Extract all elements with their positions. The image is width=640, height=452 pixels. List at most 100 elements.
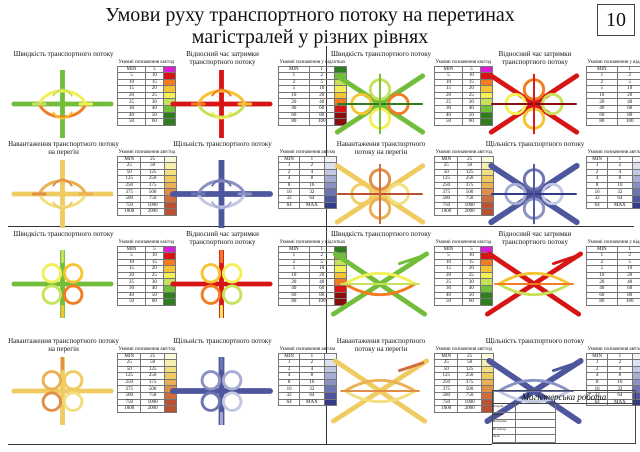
legend-from: 20	[116, 91, 147, 100]
legend-row: 40 60	[586, 285, 640, 293]
legend-header: Умовні позначення авт/км	[587, 150, 640, 155]
legend-from: 375	[433, 385, 459, 394]
legend-to: 8	[299, 175, 325, 183]
legend-load: Умовні позначення авт/год MIN 25 25 50 50 125 1…	[116, 150, 177, 216]
legend-from: MIN	[116, 352, 142, 361]
junction-map-diagonal	[484, 357, 584, 425]
ramp	[37, 89, 88, 105]
legend-row: MIN 25	[433, 155, 494, 164]
legend-swatch	[163, 405, 177, 413]
legend-to: 20	[462, 85, 481, 93]
legend-to: MAX	[299, 201, 325, 210]
legend-from: MIN	[585, 155, 609, 164]
legend-to: 1000	[140, 398, 165, 407]
legend-to: 32	[299, 385, 325, 394]
legend-from: 10	[116, 78, 147, 87]
legend-row: 60 80	[586, 291, 640, 300]
legend-load: Умовні позначення авт/год MIN 25 25 50 50 125 1…	[116, 347, 177, 413]
legend-header: Умовні позначення км/год	[435, 240, 492, 245]
legend-from: 60	[586, 111, 618, 120]
ramp	[37, 103, 88, 119]
legend-row: 125 250	[116, 372, 177, 380]
legend-from: MIN	[433, 65, 464, 74]
legend-to: 25	[140, 155, 165, 164]
legend-header: Умовні позначення авт/км	[279, 347, 336, 352]
legend-to: 30	[145, 278, 164, 287]
title-block-role: Консульт.	[493, 419, 516, 428]
legend-from: 64	[277, 398, 301, 407]
legend-from: 10	[278, 91, 310, 100]
legend-header: Умовні позначення у відсотках	[587, 240, 640, 245]
legend-from: 25	[433, 162, 459, 170]
legend-row: 1000 2000	[433, 208, 494, 216]
legend-to: 50	[462, 291, 481, 300]
legend-row: 10 20	[586, 271, 640, 280]
loop-ramp	[200, 263, 222, 284]
legend-row: MIN 1	[586, 65, 640, 74]
ramp	[344, 282, 416, 297]
legend-from: 40	[433, 291, 464, 300]
legend-header: Умовні позначення у відсотках	[587, 60, 640, 65]
legend-from: 500	[433, 195, 459, 203]
legend-from: 64	[277, 201, 301, 210]
legend-from: 30	[116, 105, 147, 113]
ramp	[210, 178, 233, 187]
legend-to: 15	[462, 78, 481, 87]
legend-to: 80	[616, 111, 640, 120]
legend-to: 30	[462, 278, 481, 287]
legend-to: 5	[616, 258, 640, 267]
legend-swatch	[631, 378, 640, 387]
legend-from: 40	[586, 285, 618, 293]
legend-to: 25	[462, 271, 481, 280]
legend-density: Умовні позначення авт/км MIN 1 1 2 2 4 4 8 8 16 16 3…	[585, 347, 640, 407]
legend-from: 750	[433, 398, 459, 407]
legend-row: 10 20	[586, 91, 640, 100]
legend-to: 4	[607, 365, 633, 374]
legend-header: Умовні позначення у відсотках	[279, 240, 346, 245]
legend-to: 8	[607, 175, 633, 183]
legend-to: 20	[462, 265, 481, 273]
legend-from: 125	[116, 175, 142, 183]
legend-from: MIN	[433, 245, 464, 254]
legend-to: 50	[140, 162, 165, 170]
junction-map-clover	[334, 163, 426, 225]
legend-to: 4	[607, 168, 633, 177]
legend-from: 60	[278, 291, 310, 300]
legend-to: 80	[616, 291, 640, 300]
title-block-name-cell	[515, 411, 556, 421]
legend-from: MIN	[277, 352, 301, 361]
legend-row: 20 25	[116, 91, 176, 100]
legend-row: 750 1000	[116, 398, 177, 407]
legend-from: 32	[277, 195, 301, 203]
title-line-1: Умови руху транспортного потоку на перет…	[105, 4, 515, 26]
panel-title: Навантаження транспортного потоку на пер…	[8, 337, 119, 353]
legend-from: 25	[116, 278, 147, 287]
legend-row: 50 60	[433, 298, 493, 306]
legend-row: 8 16	[585, 378, 640, 387]
panel-title: Відносний час затримки транспортного пот…	[498, 230, 572, 246]
legend-from: 1	[278, 252, 310, 260]
legend-from: 50	[116, 365, 142, 374]
panel-title: Відносний час затримки транспортного пот…	[186, 230, 259, 246]
legend-from: MIN	[116, 245, 147, 254]
legend-from: 500	[433, 392, 459, 400]
legend-header: Умовні позначення авт/год	[118, 150, 176, 155]
legend-to: 16	[299, 181, 325, 190]
legend-row: 5 10	[586, 265, 640, 273]
legend-from: 25	[433, 278, 464, 287]
title-block-caption: Магістерська робота	[493, 391, 635, 404]
legend-from: 50	[116, 168, 142, 177]
legend-load: Умовні позначення авт/год MIN 25 25 50 50 125 1…	[433, 347, 494, 413]
legend-from: 20	[278, 278, 310, 287]
legend-to: 10	[616, 265, 640, 273]
legend-from: MIN	[116, 65, 147, 74]
legend-row: 15 20	[433, 85, 493, 93]
legend-row: 80 100	[278, 118, 347, 126]
legend-from: 16	[277, 188, 301, 197]
legend-swatch	[480, 208, 494, 216]
panel-title: Навантаження транспортного потоку на пер…	[336, 140, 426, 156]
title-block-name-cell	[515, 404, 556, 413]
